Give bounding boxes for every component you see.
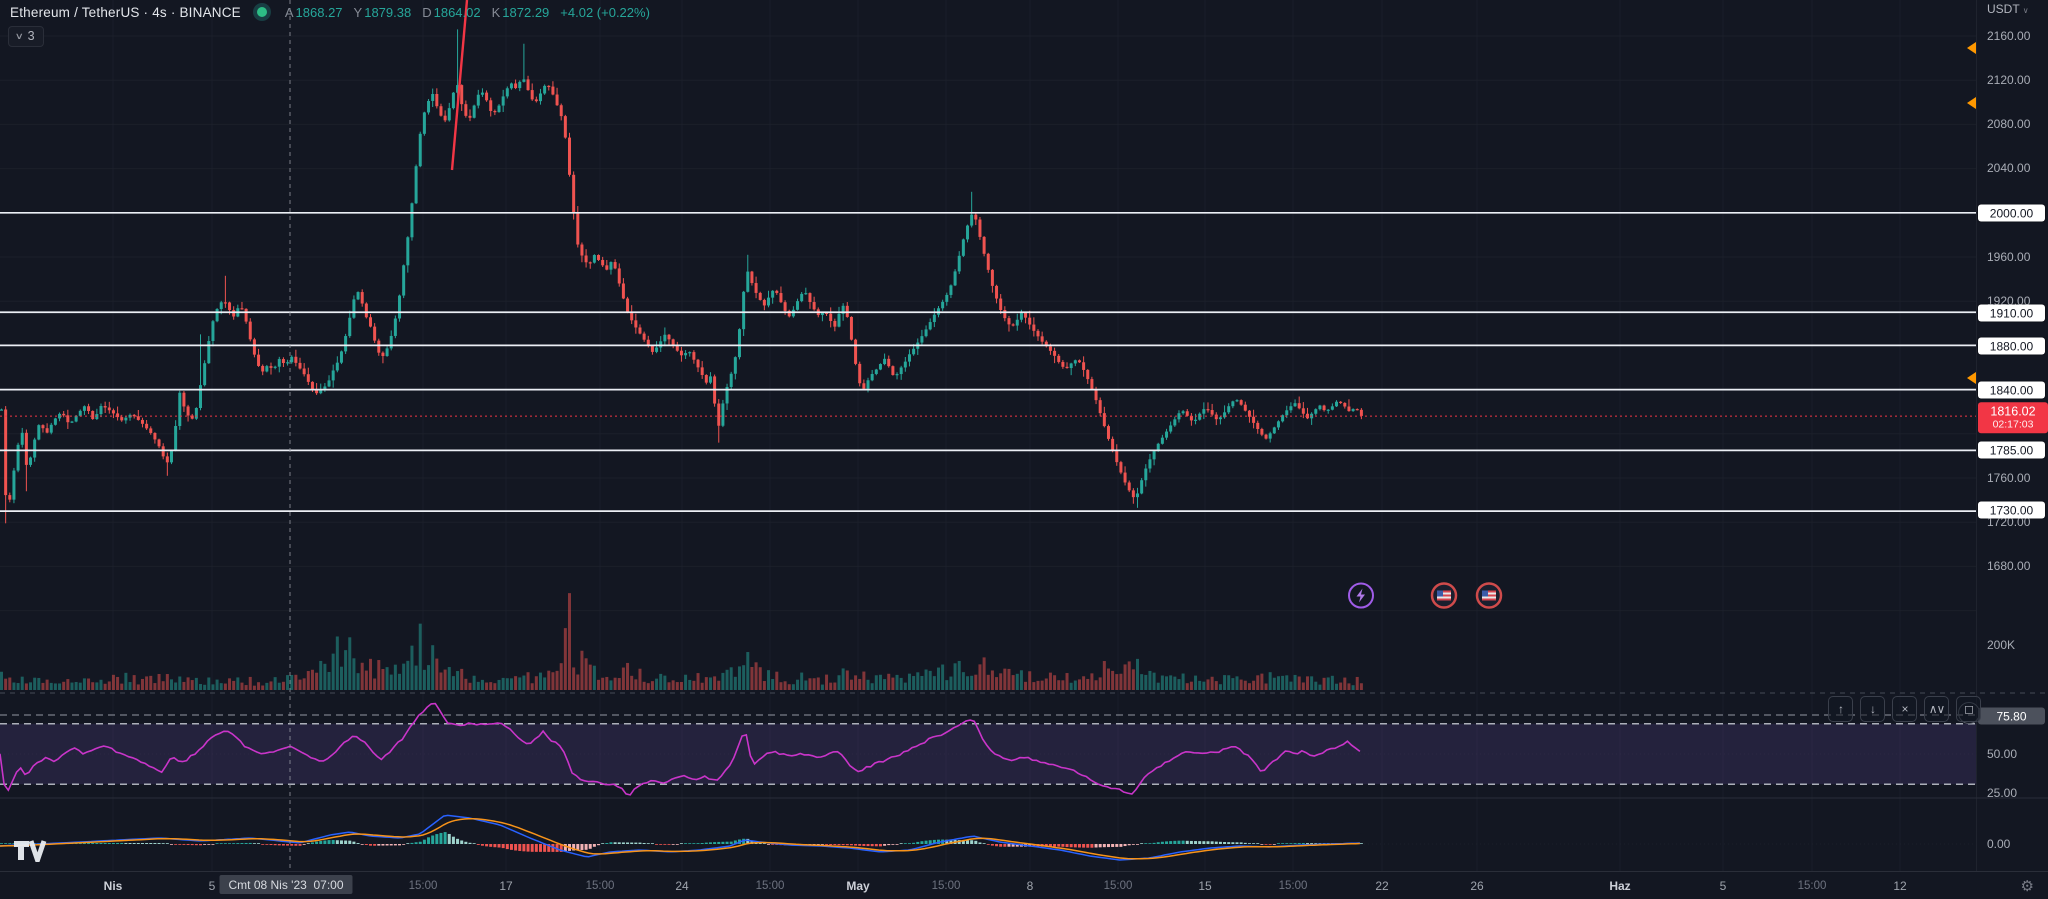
move-pane-up-button[interactable]: ↑ xyxy=(1828,696,1853,722)
time-tick-label: 15:00 xyxy=(755,880,785,892)
level-price-badge: 2000.00 xyxy=(1978,204,2045,222)
ohlc-pair-D: D 1864.02 xyxy=(422,4,481,20)
current-price-badge: 1816.02 02:17:03 xyxy=(1978,402,2048,434)
ohlc-values-row: A 1868.27 Y 1879.38 D 1864.02 K 1872.29 xyxy=(285,5,560,20)
status-dot-core xyxy=(256,7,267,17)
time-tick-label: 15:00 xyxy=(931,880,961,892)
time-tick-label: 15:00 xyxy=(1797,880,1827,892)
time-tick-label: 15:00 xyxy=(1278,880,1308,892)
time-tick-label: 5 xyxy=(1719,879,1727,893)
crosshair-time-badge: Cmt 08 Nis '23 07:00 xyxy=(219,875,353,894)
time-tick-label: Haz xyxy=(1609,879,1631,893)
alert-arrow-marker[interactable] xyxy=(1967,42,1976,54)
time-tick-label: 22 xyxy=(1375,879,1389,893)
plot-area xyxy=(0,29,1976,861)
time-tick-label: 15:00 xyxy=(585,880,615,892)
axis-tick-label: 2120.00 xyxy=(1987,73,2031,87)
axis-tick-label: 25.00 xyxy=(1987,786,2018,800)
collapsed-indicators-button[interactable]: ∨ 3 xyxy=(8,26,44,47)
price-change-text: +4.02 (+0.22%) xyxy=(560,4,650,20)
axis-tick-label: 0.00 xyxy=(1987,837,2011,851)
axis-tick-label: 200K xyxy=(1987,638,2016,652)
time-tick-label: 12 xyxy=(1893,879,1907,893)
overlays xyxy=(0,0,2048,871)
move-pane-down-button[interactable]: ↓ xyxy=(1860,696,1885,722)
us-flag-event-icon[interactable] xyxy=(1430,582,1458,615)
rsi-pane xyxy=(0,702,1976,796)
alert-arrow-marker[interactable] xyxy=(1967,372,1976,384)
tradingview-logo[interactable] xyxy=(12,838,48,868)
gear-icon[interactable]: ⚙ xyxy=(2020,878,2034,895)
maximize-pane-button[interactable]: ◻ xyxy=(1956,696,1981,722)
price-axis[interactable]: USDT ∨ 2160.00 2120.00 2080.00 2040.00 1960.… xyxy=(1958,0,2048,871)
level-price-badge: 1880.00 xyxy=(1978,337,2045,355)
time-tick-label: 15:00 xyxy=(1103,880,1133,892)
axis-tick-label: 1720.00 xyxy=(1987,515,2031,529)
time-tick-label: 8 xyxy=(1026,879,1034,893)
currency-dropdown[interactable]: USDT ∨ xyxy=(1987,2,2029,16)
time-tick-label: 15:00 xyxy=(408,880,438,892)
time-tick-label: 24 xyxy=(675,879,689,893)
axis-tick-label: 2040.00 xyxy=(1987,161,2031,175)
pane-toolbar: ↑ ↓ × ∧∨ ◻ xyxy=(1828,696,1981,722)
axis-tick-label: 1960.00 xyxy=(1987,250,2031,264)
time-tick-label: May xyxy=(846,879,870,893)
trend-ray-drawing[interactable] xyxy=(450,0,469,171)
time-tick-label: 26 xyxy=(1470,879,1484,893)
volume-series xyxy=(0,593,1363,690)
level-price-badge: 1910.00 xyxy=(1978,304,2045,322)
axis-tick-label: 1760.00 xyxy=(1987,471,2031,485)
axis-tick-label: 2080.00 xyxy=(1987,117,2031,131)
level-price-badge: 1840.00 xyxy=(1978,381,2045,399)
ohlc-pair-K: K 1872.29 xyxy=(491,4,550,20)
time-tick-label: Nis xyxy=(103,879,123,893)
axis-tick-label: 2160.00 xyxy=(1987,29,2031,43)
level-price-badge: 1730.00 xyxy=(1978,501,2045,519)
alert-arrow-marker[interactable] xyxy=(1967,97,1976,109)
chart-header: Ethereum / TetherUS · 4s · BINANCE A 1868… xyxy=(10,3,650,21)
level-price-badge: 1785.00 xyxy=(1978,441,2045,459)
axis-tick-label: 50.00 xyxy=(1987,747,2018,761)
candle-series xyxy=(0,29,1363,524)
axis-tick-label: 1680.00 xyxy=(1987,559,2031,573)
us-flag-event-icon[interactable] xyxy=(1475,582,1503,615)
market-status-dot[interactable] xyxy=(252,3,271,21)
time-tick-label: 15 xyxy=(1198,879,1212,893)
collapse-pane-button[interactable]: ∧∨ xyxy=(1924,696,1949,722)
time-tick-label: 5 xyxy=(208,879,216,893)
ohlc-pair-A: A 1868.27 xyxy=(284,4,343,20)
rsi-value-badge: 75.80 xyxy=(1978,707,2045,725)
symbol-title[interactable]: Ethereum / TetherUS · 4s · BINANCE xyxy=(10,4,241,20)
chevron-down-icon: ∨ xyxy=(2022,6,2029,15)
lightning-event-icon[interactable] xyxy=(1347,582,1375,615)
macd-pane xyxy=(0,814,1363,861)
close-pane-button[interactable]: × xyxy=(1892,696,1917,722)
chevron-down-icon: ∨ xyxy=(14,30,24,41)
time-axis[interactable]: Nis 5 15:00 17 15:00 24 15:00 May 15:00 8 15:00 15 1… xyxy=(0,871,2048,899)
ohlc-pair-Y: Y 1879.38 xyxy=(353,4,412,20)
time-tick-label: 17 xyxy=(499,879,513,893)
collapsed-indicators-count: 3 xyxy=(27,29,35,43)
